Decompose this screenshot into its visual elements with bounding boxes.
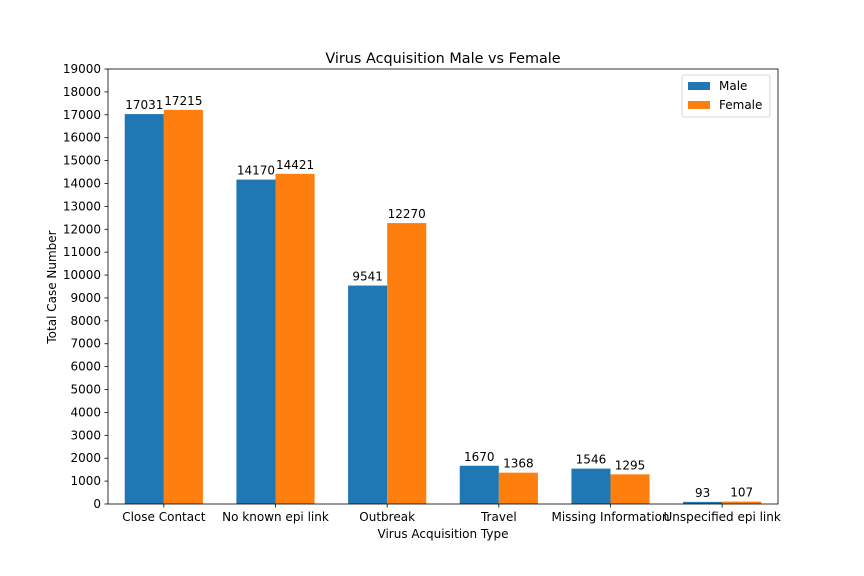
legend-label-male: Male: [719, 79, 747, 93]
y-tick-label: 1000: [70, 474, 101, 488]
y-tick-label: 11000: [63, 245, 101, 259]
bar-value-label: 1295: [615, 458, 646, 472]
y-tick-label: 5000: [70, 383, 101, 397]
x-tick-label: Close Contact: [122, 510, 205, 524]
y-tick-label: 18000: [63, 85, 101, 99]
axes-frame: [107, 68, 779, 505]
legend-swatch-male: [688, 82, 710, 90]
y-tick-label: 13000: [63, 199, 101, 213]
y-tick-label: 12000: [63, 222, 101, 236]
legend: Male Female: [681, 74, 771, 118]
plot-area: 17031 14170 9541 1670 1546 93 17215 14421 12270 1…: [63, 62, 781, 524]
bar-value-label: 93: [695, 486, 710, 500]
y-tick-label: 19000: [63, 62, 101, 76]
y-tick-label: 16000: [63, 131, 101, 145]
x-tick-label: Outbreak: [359, 510, 415, 524]
bar-value-label: 107: [730, 486, 753, 500]
x-tick-label: Unspecified epi link: [664, 510, 781, 524]
bar-male-3: [459, 465, 499, 504]
bar-value-label: 1546: [576, 453, 607, 467]
y-tick-label: 6000: [70, 360, 101, 374]
legend-swatch-female: [688, 101, 710, 109]
y-tick-label: 2000: [70, 451, 101, 465]
bar-value-label: 12270: [388, 207, 426, 221]
x-axis-title: Virus Acquisition Type: [378, 527, 509, 541]
bar-value-label: 9541: [352, 270, 383, 284]
x-tick-label: Travel: [480, 510, 517, 524]
bar-male-4: [571, 468, 611, 504]
bar-male-0: [124, 114, 164, 504]
bar-value-label: 14421: [276, 158, 314, 172]
y-tick-label: 0: [93, 497, 101, 511]
bar-value-label: 14170: [237, 164, 275, 178]
bar-female-0: [163, 109, 203, 505]
bar-female-5: [722, 501, 762, 504]
y-tick-label: 3000: [70, 428, 101, 442]
bar-value-label: 17215: [164, 94, 202, 108]
x-tick-label: No known epi link: [222, 510, 329, 524]
bar-female-1: [275, 173, 315, 504]
y-axis-title: Total Case Number: [45, 230, 59, 344]
bar-female-3: [498, 472, 538, 504]
bar-male-1: [236, 179, 276, 504]
x-tick-label: Missing Information: [551, 510, 669, 524]
y-tick-label: 14000: [63, 176, 101, 190]
bar-female-4: [610, 474, 650, 504]
y-tick-label: 10000: [63, 268, 101, 282]
y-tick-label: 15000: [63, 154, 101, 168]
y-tick-label: 17000: [63, 108, 101, 122]
y-tick-label: 8000: [70, 314, 101, 328]
bar-value-label: 1670: [464, 450, 495, 464]
bar-male-5: [683, 501, 723, 504]
bar-female-2: [387, 223, 427, 504]
y-tick-label: 7000: [70, 337, 101, 351]
y-tick-label: 9000: [70, 291, 101, 305]
chart-title: Virus Acquisition Male vs Female: [325, 51, 560, 67]
bar-male-2: [348, 285, 388, 504]
bar-value-label: 1368: [503, 457, 534, 471]
bar-value-label: 17031: [125, 98, 163, 112]
legend-label-female: Female: [719, 98, 762, 112]
y-tick-label: 4000: [70, 405, 101, 419]
